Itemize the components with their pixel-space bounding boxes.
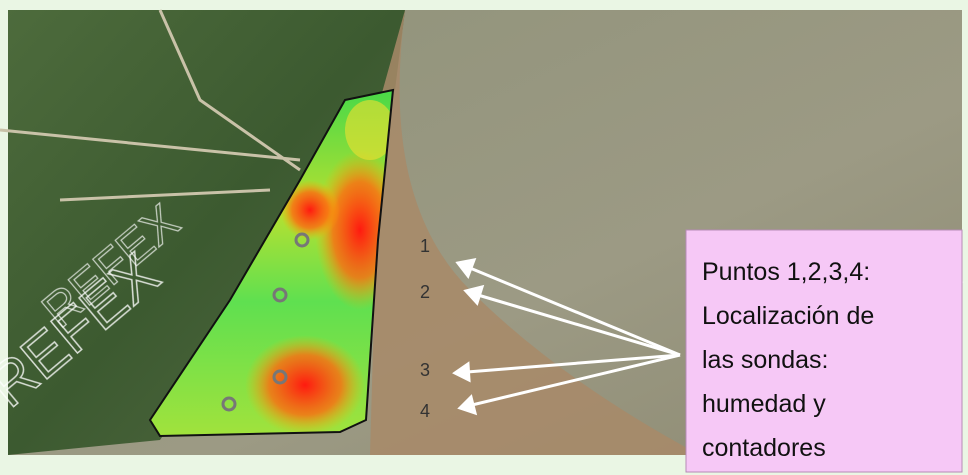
paths (0, 9, 301, 202)
arrows (452, 258, 681, 416)
callout-line: contadores (702, 434, 826, 462)
callout-line: Localización de (702, 302, 874, 330)
orchard-area (8, 10, 405, 455)
bare-soil (370, 10, 700, 455)
point-label: 4 (420, 401, 430, 421)
point-labels: 1 2 3 4 (420, 236, 430, 421)
callout-text: Puntos 1,2,3,4: Localización de las sond… (702, 258, 874, 462)
point-label: 2 (420, 282, 430, 302)
callout-line: las sondas: (702, 346, 828, 374)
callout-line: Puntos 1,2,3,4: (702, 258, 870, 286)
point-label: 1 (420, 236, 430, 256)
callout-line: humedad y (702, 390, 826, 418)
callout-box (685, 229, 963, 473)
probe-points (221, 232, 310, 412)
plot-outline (148, 88, 395, 438)
point-label: 3 (420, 360, 430, 380)
